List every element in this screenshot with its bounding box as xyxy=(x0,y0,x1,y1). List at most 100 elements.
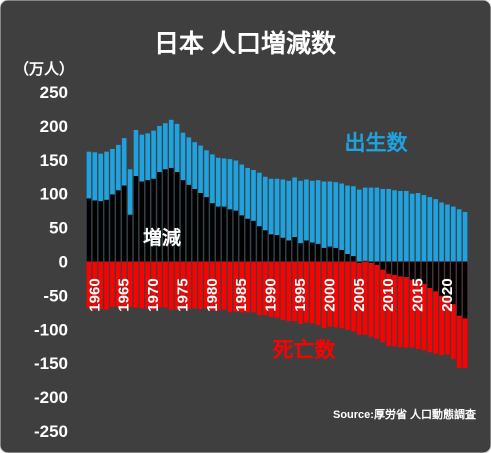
births-bar xyxy=(356,189,362,262)
change-bar xyxy=(315,243,321,262)
deaths-bar xyxy=(309,261,315,324)
change-bar xyxy=(245,218,250,262)
change-bar xyxy=(239,215,245,262)
x-tick-label: 1970 xyxy=(145,278,162,311)
deaths-bar xyxy=(386,261,391,347)
deaths-bar xyxy=(163,261,168,308)
change-bar xyxy=(127,214,133,262)
change-bar xyxy=(262,230,268,262)
change-bar xyxy=(251,220,256,262)
deaths-bar xyxy=(451,261,456,360)
change-bar xyxy=(121,185,127,262)
deaths-bar xyxy=(333,261,339,328)
deaths-bar xyxy=(327,261,333,327)
deaths-bar xyxy=(157,261,162,308)
deaths-bar xyxy=(110,261,115,307)
deaths-bar xyxy=(409,261,415,348)
change-bar xyxy=(321,247,327,262)
deaths-bar xyxy=(204,261,209,309)
births-bar xyxy=(239,164,245,262)
change-bar xyxy=(362,260,368,262)
y-tick-label: 100 xyxy=(40,185,68,204)
chart-title: 日本 人口増減数 xyxy=(154,29,337,58)
change-bar xyxy=(421,261,427,284)
change-bar xyxy=(415,261,421,281)
births-bar xyxy=(345,185,350,262)
change-bar xyxy=(145,180,150,262)
deaths-bar xyxy=(139,261,145,309)
deaths-bar xyxy=(86,261,92,309)
change-bar xyxy=(215,206,221,262)
y-tick-label: -50 xyxy=(43,286,68,305)
x-tick-label: 1965 xyxy=(116,278,133,311)
births-bar xyxy=(421,195,427,262)
change-bar xyxy=(398,261,403,277)
births-bar xyxy=(333,182,339,262)
change-bar xyxy=(380,261,386,270)
change-bar xyxy=(163,169,168,262)
births-bar xyxy=(462,212,468,262)
deaths-bar xyxy=(127,261,133,307)
deaths-bar xyxy=(421,261,427,351)
deaths-bar xyxy=(321,261,327,328)
deaths-bar xyxy=(427,261,433,353)
deaths-bar xyxy=(439,261,444,356)
change-bar xyxy=(280,237,286,262)
change-bar xyxy=(233,210,239,262)
deaths-bar xyxy=(116,261,121,307)
change-bar xyxy=(404,261,409,278)
change-bar xyxy=(92,200,98,262)
deaths-bar xyxy=(274,261,280,318)
deaths-bar xyxy=(215,261,221,311)
births-bar xyxy=(304,179,309,262)
births-bar xyxy=(404,190,409,262)
deaths-bar xyxy=(104,261,109,310)
deaths-bar xyxy=(121,261,127,309)
change-bar xyxy=(386,261,391,274)
change-bar xyxy=(98,201,103,262)
deaths-bar xyxy=(92,261,98,310)
deaths-bar xyxy=(374,261,380,339)
deaths-bar xyxy=(251,261,256,313)
births-bar xyxy=(439,202,444,262)
change-bar xyxy=(345,254,350,262)
change-bar xyxy=(292,237,297,262)
change-bar xyxy=(286,240,292,262)
y-tick-label: 0 xyxy=(59,253,68,272)
births-bar xyxy=(451,206,456,262)
births-bar xyxy=(351,186,356,262)
deaths-bar xyxy=(145,261,150,309)
births-bar xyxy=(286,180,292,262)
deaths-bar xyxy=(151,261,156,310)
deaths-bar xyxy=(280,261,286,320)
births-bar xyxy=(245,167,250,262)
change-bar xyxy=(139,181,145,262)
y-tick-label: -150 xyxy=(34,354,68,373)
change-bar xyxy=(104,199,109,262)
change-bar xyxy=(210,203,215,262)
x-tick-label: 2010 xyxy=(380,278,397,311)
deaths-bar xyxy=(433,261,438,354)
change-bar xyxy=(204,197,209,262)
x-axis-ticks: 1960 1965 1970 1975 1980 1985 1990 1995 2000 2005… xyxy=(86,278,456,311)
deaths-bar xyxy=(356,261,362,335)
change-bar xyxy=(445,261,450,298)
deaths-bar xyxy=(168,261,174,310)
change-bar xyxy=(174,172,180,262)
deaths-bar xyxy=(286,261,292,322)
deaths-bar xyxy=(257,261,262,316)
births-bar xyxy=(456,209,462,262)
y-tick-label: 250 xyxy=(40,83,68,102)
deaths-bar xyxy=(368,261,374,337)
y-tick-label: 50 xyxy=(49,219,68,238)
births-bar xyxy=(427,197,433,262)
births-bar xyxy=(274,178,280,262)
births-bar xyxy=(368,187,374,262)
change-bar xyxy=(268,234,274,262)
deaths-bar xyxy=(262,261,268,316)
deaths-series-label: 死亡数 xyxy=(273,338,337,362)
y-tick-label: -200 xyxy=(34,388,68,407)
y-axis-ticks: 250 200 150 100 50 0 -50 -100 -150 -200 -250 xyxy=(34,83,68,441)
y-tick-label: 150 xyxy=(40,151,68,170)
